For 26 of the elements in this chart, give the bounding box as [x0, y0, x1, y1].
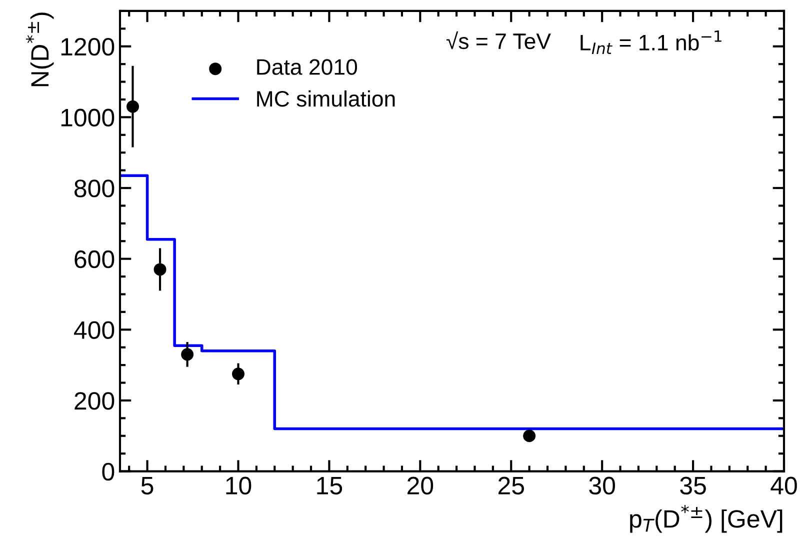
annotation: L$_{Int}$ = 1.1 nb$^{−1}$ — [580, 30, 722, 54]
y-tick-label: 400 — [74, 321, 114, 339]
point — [523, 430, 536, 442]
legend-label: MC simulation — [257, 90, 395, 107]
y-tick-label: 800 — [74, 180, 114, 198]
y-tick-label: 0 — [102, 462, 114, 481]
x-tick-label: 20 — [408, 476, 434, 495]
x-tick-label: 35 — [680, 476, 706, 495]
x-tick-label: 5 — [141, 477, 154, 495]
x-tick-label: 30 — [589, 476, 616, 495]
annotation: √s = 7 TeV — [446, 31, 551, 50]
legend-label: Data 2010 — [257, 59, 358, 75]
point — [181, 348, 194, 361]
x-tick-label: 25 — [498, 476, 524, 495]
x-tick-label: 10 — [226, 476, 252, 495]
point — [126, 100, 139, 113]
y-tick-label: 600 — [74, 250, 114, 268]
y-tick-label: 1000 — [61, 108, 114, 126]
point — [232, 368, 244, 380]
point — [154, 263, 166, 276]
y-tick-label: 1200 — [61, 38, 114, 56]
x-tick-label: 15 — [317, 477, 342, 495]
x-tick-label: 40 — [770, 476, 797, 495]
x-axis-title: p$_{T}$(D$^{*±}$) [GeV] — [630, 505, 782, 533]
y-tick-label: 200 — [74, 392, 114, 410]
y-axis-title: N(D$^{*±}$) — [26, 12, 54, 86]
